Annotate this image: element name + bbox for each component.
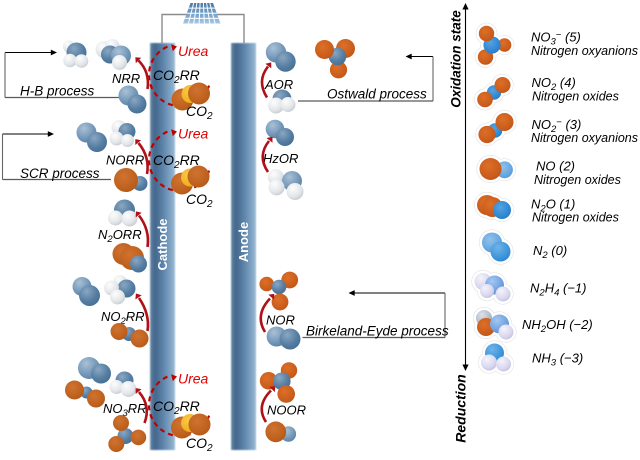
svg-text:Cathode: Cathode	[155, 219, 170, 271]
svg-text:N2 (0): N2 (0)	[533, 243, 567, 261]
svg-text:HzOR: HzOR	[263, 151, 298, 166]
svg-text:NH2OH (−2): NH2OH (−2)	[522, 317, 593, 335]
svg-text:CO2: CO2	[186, 435, 213, 454]
svg-text:NO2− (3): NO2− (3)	[532, 117, 582, 135]
svg-text:Ostwald process: Ostwald process	[327, 87, 427, 102]
svg-text:NO2 (4): NO2 (4)	[532, 75, 576, 93]
svg-text:Urea: Urea	[178, 126, 209, 142]
svg-text:Reduction: Reduction	[453, 374, 469, 442]
svg-text:Nitrogen oxides: Nitrogen oxides	[534, 173, 621, 187]
svg-text:Oxidation state: Oxidation state	[449, 10, 464, 108]
svg-text:NH3 (−3): NH3 (−3)	[532, 351, 583, 369]
svg-text:SCR process: SCR process	[20, 166, 100, 181]
svg-text:N2H4 (−1): N2H4 (−1)	[530, 281, 586, 299]
svg-text:Birkeland-Eyde process: Birkeland-Eyde process	[306, 324, 449, 339]
svg-text:CO2RR: CO2RR	[153, 67, 200, 86]
svg-text:NO3− (5): NO3− (5)	[531, 30, 581, 48]
svg-text:N2ORR: N2ORR	[98, 227, 142, 245]
svg-text:CO2RR: CO2RR	[153, 152, 200, 171]
svg-text:NO (2): NO (2)	[536, 159, 575, 174]
svg-text:Nitrogen oxides: Nitrogen oxides	[532, 90, 619, 104]
svg-text:Nitrogen oxyanions: Nitrogen oxyanions	[531, 131, 638, 145]
svg-text:Urea: Urea	[178, 371, 209, 387]
svg-text:CO2RR: CO2RR	[153, 398, 200, 417]
svg-text:NORR: NORR	[106, 153, 144, 168]
svg-text:NO3RR: NO3RR	[103, 401, 147, 419]
svg-text:CO2: CO2	[186, 103, 213, 122]
svg-text:NOR: NOR	[266, 313, 295, 328]
svg-text:Urea: Urea	[178, 43, 209, 59]
svg-text:NRR: NRR	[112, 71, 140, 86]
svg-text:Nitrogen oxyanions: Nitrogen oxyanions	[531, 44, 638, 58]
svg-text:NOOR: NOOR	[267, 403, 306, 418]
svg-text:CO2: CO2	[186, 191, 213, 210]
svg-text:AOR: AOR	[264, 77, 293, 92]
svg-text:H-B process: H-B process	[20, 84, 95, 99]
svg-text:Nitrogen oxides: Nitrogen oxides	[532, 211, 619, 225]
svg-text:NO2RR: NO2RR	[101, 309, 145, 327]
svg-text:Anode: Anode	[236, 222, 251, 262]
